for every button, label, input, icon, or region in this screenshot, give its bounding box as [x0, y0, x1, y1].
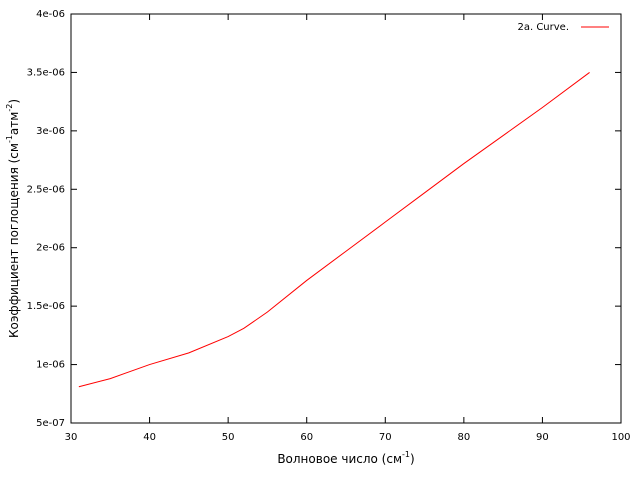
x-axis-label: Волновое число (см-1) — [277, 450, 414, 466]
y-tick-label: 3e-06 — [36, 126, 65, 137]
x-axis-label-sup: -1 — [402, 450, 410, 459]
x-tick-label: 80 — [457, 432, 470, 443]
y-axis-label-part: ) — [7, 99, 21, 104]
y-axis-label-part: Коэффициент поглощения (см — [7, 143, 21, 338]
data-line — [78, 72, 590, 388]
x-tick-label: 100 — [611, 432, 630, 443]
y-tick-label: 2e-06 — [36, 243, 65, 254]
y-tick-label: 4e-06 — [36, 9, 65, 20]
y-axis-label: Коэффициент поглощения (см-1атм-2) — [5, 99, 21, 338]
y-tick-label: 1.5e-06 — [27, 301, 65, 312]
x-tick-label: 60 — [300, 432, 313, 443]
y-tick-label: 2.5e-06 — [27, 184, 65, 195]
x-tick-label: 50 — [222, 432, 235, 443]
y-tick-label: 1e-06 — [36, 360, 65, 371]
y-tick-label: 3.5e-06 — [27, 67, 65, 78]
x-axis-label-part: ) — [410, 452, 415, 466]
y-axis-label-part: атм — [7, 112, 21, 135]
x-tick-label: 40 — [143, 432, 156, 443]
y-tick-label: 5e-07 — [36, 418, 65, 429]
x-axis-label-part: Волновое число (см — [277, 452, 402, 466]
y-axis-label-sup: -2 — [5, 104, 14, 112]
plot-frame — [70, 13, 622, 424]
x-tick-label: 90 — [536, 432, 549, 443]
x-tick-label: 70 — [379, 432, 392, 443]
y-axis-label-sup: -1 — [5, 135, 14, 143]
legend-label: 2a. Curve. — [517, 22, 569, 33]
x-tick-label: 30 — [65, 432, 78, 443]
